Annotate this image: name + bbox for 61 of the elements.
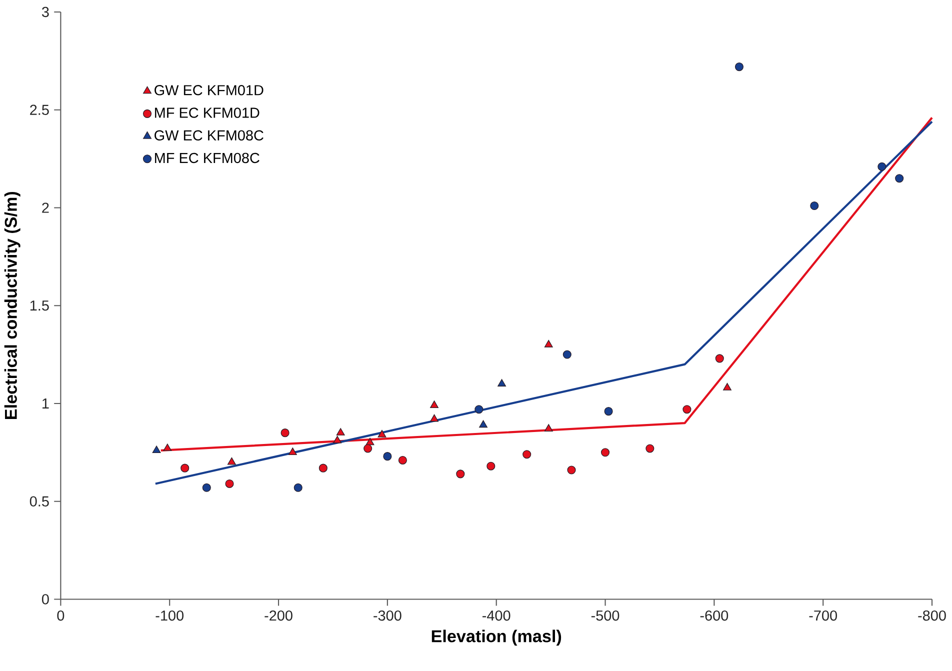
- point: [715, 354, 724, 363]
- point: [383, 452, 392, 460]
- point: [398, 456, 407, 464]
- y-tick-label: 1.5: [30, 300, 49, 310]
- x-tick-label: -400: [482, 610, 510, 620]
- point: [600, 448, 610, 456]
- point: [318, 464, 328, 472]
- x-tick-label: -100: [156, 610, 184, 620]
- point: [878, 162, 886, 171]
- point: [294, 483, 302, 492]
- point: [562, 350, 572, 359]
- x-tick-label: -600: [700, 610, 728, 620]
- point: [364, 444, 372, 453]
- point: [522, 450, 532, 458]
- x-tick-label: -800: [918, 610, 946, 620]
- point: [479, 420, 488, 428]
- point: [734, 62, 744, 71]
- point: [333, 436, 342, 444]
- legend-label: GW EC KFM08C: [154, 130, 264, 140]
- point: [430, 400, 438, 408]
- y-tick-label: 0: [42, 594, 49, 604]
- point: [180, 464, 190, 472]
- point: [723, 382, 732, 390]
- point: [567, 466, 576, 474]
- point: [430, 414, 438, 422]
- y-tick-label: 2.5: [30, 104, 49, 115]
- point: [604, 406, 613, 416]
- legend-label: GW EC KFM01D: [154, 84, 264, 96]
- x-axis-title: Elevation (masl): [432, 629, 562, 646]
- point: [456, 469, 465, 478]
- legend-label: MF EC KFM08C: [155, 152, 260, 163]
- point: [544, 340, 553, 348]
- point: [202, 483, 211, 492]
- point: [646, 444, 654, 453]
- x-tick-label: -200: [264, 610, 292, 620]
- y-axis-title: Electrical conductivity (S/m): [4, 192, 20, 419]
- point: [280, 428, 290, 437]
- x-tick-label: -700: [809, 610, 837, 620]
- point: [152, 445, 161, 453]
- point: [682, 404, 692, 414]
- point: [498, 378, 506, 386]
- point: [163, 443, 172, 451]
- point: [366, 438, 374, 445]
- point: [378, 430, 386, 438]
- y-tick-label: 0.5: [30, 496, 49, 506]
- y-tick-label: 1: [42, 398, 49, 408]
- legend-label: MF EC KFM01D: [155, 107, 260, 118]
- point: [544, 424, 553, 432]
- x-tick-label: 0: [57, 610, 64, 620]
- point: [225, 479, 234, 488]
- point: [227, 457, 236, 465]
- y-tick-label: 3: [42, 6, 49, 17]
- x-tick-label: -300: [374, 610, 402, 620]
- point: [474, 404, 484, 414]
- point: [288, 447, 297, 455]
- point: [486, 462, 496, 470]
- y-tick-label: 2: [42, 202, 49, 213]
- point: [810, 201, 819, 210]
- x-tick-label: -500: [591, 610, 620, 620]
- point: [336, 428, 345, 436]
- point: [895, 174, 904, 182]
